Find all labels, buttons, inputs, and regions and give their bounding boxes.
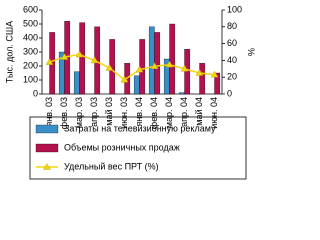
y-tick-label: 0 [33,88,38,98]
y2-tick-label: 40 [227,55,237,65]
bar [178,92,185,95]
line-marker [150,62,159,69]
bar [169,23,176,95]
line-marker [135,65,144,73]
line-marker [120,75,129,83]
y2-tick-label: 20 [227,72,237,82]
x-tick-label: апр. 04 [179,97,189,127]
bar [184,49,191,95]
line-marker [75,50,84,58]
bar [133,75,140,95]
legend-swatch [35,124,59,134]
x-tick-label: фев. 04 [149,97,159,129]
line-marker [165,60,174,68]
legend-swatch [35,143,59,153]
y-tick-label: 600 [23,4,38,14]
y-axis-label: Тыс. дол. США [4,21,14,83]
x-tick-label: май 04 [194,97,204,126]
x-tick-label: мар. 04 [164,97,174,128]
bar [73,71,80,95]
line-marker [210,70,219,78]
bar [214,72,221,95]
bar [154,32,161,95]
y2-tick-label: 60 [227,38,237,48]
y-tick-label: 500 [23,18,38,28]
x-tick-label: мар. 03 [74,97,84,128]
legend-label: Затраты на телевизионную рекламу [64,123,216,133]
x-tick-label: июн. 03 [119,97,129,129]
x-tick-label: июн. 04 [209,97,219,129]
x-tick-label: янв. 03 [44,97,54,127]
line-marker [180,64,189,72]
line-marker [195,69,204,76]
chart: Тыс. дол. США % 0 100 200 300 400 500 600 0 20 40… [4,4,257,180]
line-marker [90,56,99,64]
y-tick-label: 400 [23,32,38,42]
x-tick-label: апр. 03 [89,97,99,127]
y-tick-label: 300 [23,46,38,56]
x-tick-label: май 03 [104,97,114,126]
line-marker [43,163,51,170]
y-tick-label: 100 [23,74,38,84]
line-marker [60,53,69,60]
x-tick-label: янв. 04 [134,97,144,127]
legend-label: Удельный вес ПРТ (%) [64,161,159,171]
bar [199,63,206,95]
line-marker [105,64,114,71]
x-tick-label: фев. 03 [59,97,69,129]
y2-tick-label: 100 [227,4,242,14]
line-marker [45,58,54,65]
y2-axis-label: % [246,48,256,56]
y-tick-label: 200 [23,60,38,70]
bar [139,39,146,95]
legend-box [29,116,247,180]
y2-tick-label: 0 [227,88,232,98]
legend-label: Объемы розничных продаж [64,142,180,152]
bar [79,22,86,95]
bar [148,26,155,95]
y2-tick-label: 80 [227,21,237,31]
